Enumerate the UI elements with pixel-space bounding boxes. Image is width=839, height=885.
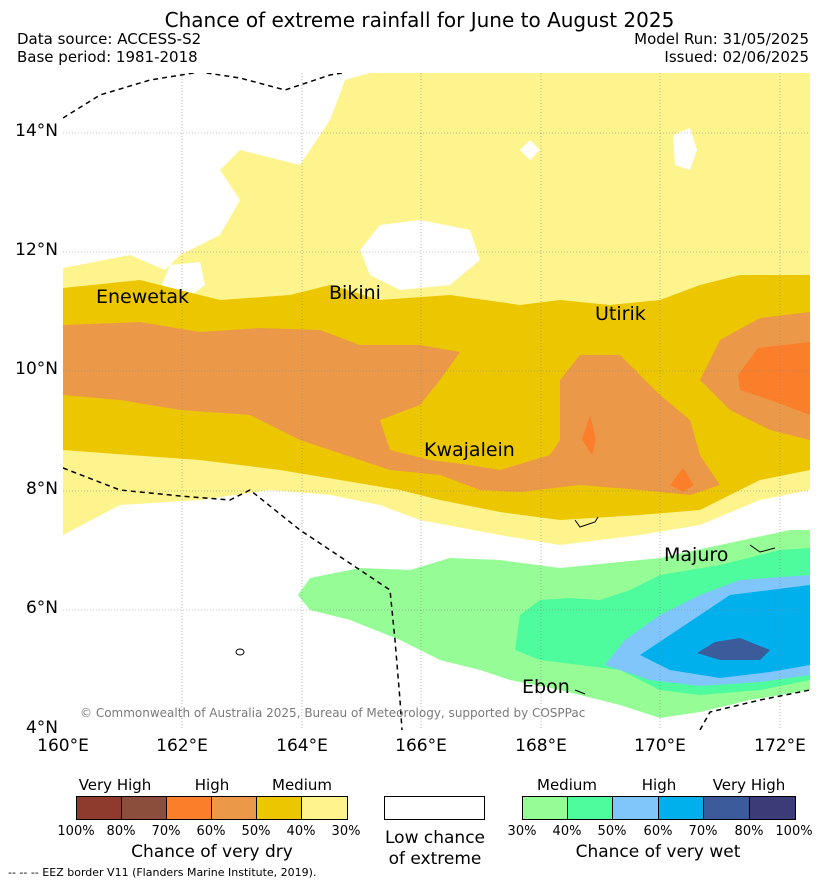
dry-percent: 70% [151, 824, 181, 839]
model-run: Model Run: 31/05/2025 [634, 30, 809, 48]
wet-category-very-high: Very High [712, 776, 786, 794]
place-label-bikini: Bikini [329, 282, 381, 304]
dry-category-medium: Medium [272, 776, 332, 794]
wet-category-medium: Medium [537, 776, 597, 794]
low-chance-label: Low chance of extreme [370, 828, 500, 870]
place-label-majuro: Majuro [664, 544, 729, 566]
wet-legend-title: Chance of very wet [575, 842, 741, 862]
dry-percent: 60% [196, 824, 226, 839]
dry-swatch [257, 797, 302, 819]
wet-percent: 30% [507, 824, 537, 839]
dry-percent: 80% [106, 824, 136, 839]
wet-swatch [750, 797, 795, 819]
dry-60-region [738, 342, 810, 415]
dry-swatch [212, 797, 257, 819]
dry-percent: 40% [286, 824, 316, 839]
meta-right: Model Run: 31/05/2025 Issued: 02/06/2025 [634, 30, 809, 66]
copyright-notice: © Commonwealth of Australia 2025, Bureau… [80, 706, 586, 720]
lon-tick: 162°E [156, 736, 208, 756]
wet-percent: 100% [775, 824, 813, 839]
dry-percent: 100% [57, 824, 95, 839]
dry-swatch [167, 797, 212, 819]
map-title: Chance of extreme rainfall for June to A… [164, 8, 675, 32]
wet-colorbar [522, 796, 796, 820]
lon-tick: 170°E [634, 736, 686, 756]
place-label-kwajalein: Kwajalein [424, 439, 515, 461]
place-label-ebon: Ebon [522, 676, 570, 698]
map-fields [63, 73, 810, 730]
dry-category-high: High [194, 776, 230, 794]
wet-swatch [704, 797, 750, 819]
lat-tick: 14°N [15, 121, 58, 141]
place-label-enewetak: Enewetak [96, 286, 190, 308]
low-chance-line1: Low chance [385, 828, 485, 848]
dry-percent: 30% [331, 824, 361, 839]
low-chance-line2: of extreme [388, 849, 482, 869]
wet-swatch [613, 797, 659, 819]
eez-border [699, 689, 810, 730]
eez-border [63, 73, 347, 119]
wet-swatch [568, 797, 613, 819]
lon-tick: 168°E [515, 736, 567, 756]
dry-legend-title: Chance of very dry [131, 842, 293, 862]
dry-swatch [122, 797, 167, 819]
wet-category-high: High [641, 776, 677, 794]
dry-colorbar [76, 796, 348, 820]
lon-tick: 166°E [395, 736, 447, 756]
lat-tick: 10°N [15, 359, 58, 379]
dry-category-very-high: Very High [78, 776, 152, 794]
wet-percent: 70% [688, 824, 718, 839]
dry-percent: 50% [241, 824, 271, 839]
meta-left: Data source: ACCESS-S2 Base period: 1981… [17, 30, 201, 66]
lon-tick: 160°E [37, 736, 89, 756]
wet-percent: 40% [552, 824, 582, 839]
dry-50-region [63, 322, 720, 495]
eez-legend-note: -- -- -- EEZ border V11 (Flanders Marine… [8, 866, 317, 879]
lat-tick: 6°N [25, 598, 58, 618]
eez-border [63, 467, 403, 730]
wet-70-region [697, 638, 770, 660]
wet-percent: 50% [597, 824, 627, 839]
low-chance-swatch [384, 796, 485, 820]
lat-tick: 8°N [25, 479, 58, 499]
dry-swatch [77, 797, 122, 819]
lat-tick: 4°N [25, 718, 58, 738]
wet-percent: 60% [643, 824, 673, 839]
lat-tick: 12°N [15, 240, 58, 260]
wet-60-region [640, 585, 810, 678]
issued-date: Issued: 02/06/2025 [664, 48, 809, 66]
place-label-utirik: Utirik [595, 303, 646, 325]
wet-swatch [523, 797, 568, 819]
lon-tick: 164°E [276, 736, 328, 756]
lon-tick: 172°E [754, 736, 806, 756]
wet-percent: 80% [734, 824, 764, 839]
dry-swatch [302, 797, 347, 819]
base-period: Base period: 1981-2018 [17, 48, 198, 66]
data-source: Data source: ACCESS-S2 [17, 30, 202, 48]
wet-swatch [659, 797, 704, 819]
